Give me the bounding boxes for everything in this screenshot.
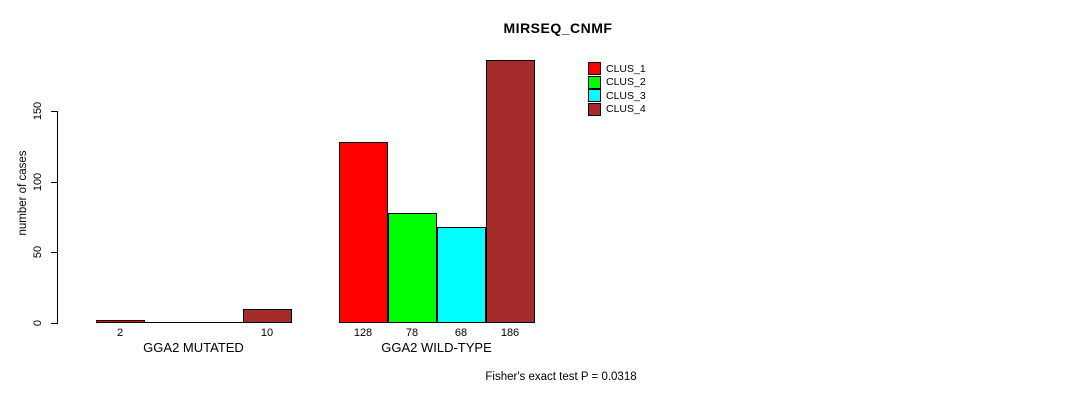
legend-swatch	[588, 62, 601, 76]
legend-item: CLUS_1	[588, 62, 646, 76]
bar-clus_4	[242, 308, 292, 323]
legend-label: CLUS_4	[606, 103, 646, 116]
y-tick-label: 150	[32, 101, 44, 121]
bar-clus_2	[144, 322, 194, 323]
legend-item: CLUS_2	[588, 75, 646, 90]
bar-clus_3	[193, 322, 243, 323]
bar-value-label: 128	[353, 327, 373, 339]
bar-value-label: 186	[500, 327, 520, 339]
bar-clus_3	[436, 226, 486, 323]
bar-clus_4	[485, 60, 535, 323]
legend-swatch	[588, 89, 601, 103]
stat-annotation: Fisher's exact test P = 0.0318	[485, 371, 637, 383]
legend-swatch	[588, 102, 601, 116]
y-tick-mark	[51, 111, 58, 112]
bar-clus_2	[387, 212, 437, 323]
legend: CLUS_1 CLUS_2 CLUS_3 CLUS_4	[588, 62, 646, 116]
y-tick-label: 50	[32, 246, 44, 259]
legend-swatch	[588, 75, 601, 89]
y-tick-mark	[51, 252, 58, 254]
bar-value-label: 2	[116, 327, 124, 339]
y-tick-label: 100	[32, 172, 44, 191]
legend-label: CLUS_3	[606, 89, 646, 102]
group-label: GGA2 MUTATED	[143, 340, 244, 355]
bar-clus_1	[95, 320, 145, 323]
y-axis-line	[57, 111, 58, 324]
bar-value-label: 10	[260, 327, 274, 339]
y-axis-label: number of cases	[17, 150, 29, 236]
legend-label: CLUS_1	[606, 62, 646, 75]
y-tick-label: 0	[32, 319, 44, 327]
y-tick-mark	[51, 181, 58, 183]
legend-item: CLUS_3	[588, 89, 646, 103]
legend-item: CLUS_4	[588, 102, 646, 117]
bar-value-label: 78	[405, 327, 419, 339]
y-tick-mark	[51, 323, 58, 324]
bar-value-label: 68	[454, 327, 468, 339]
group-label: GGA2 WILD-TYPE	[381, 340, 492, 355]
legend-label: CLUS_2	[606, 76, 646, 89]
bar-clus_1	[338, 142, 388, 323]
chart-title: MIRSEQ_CNMF	[503, 20, 613, 36]
